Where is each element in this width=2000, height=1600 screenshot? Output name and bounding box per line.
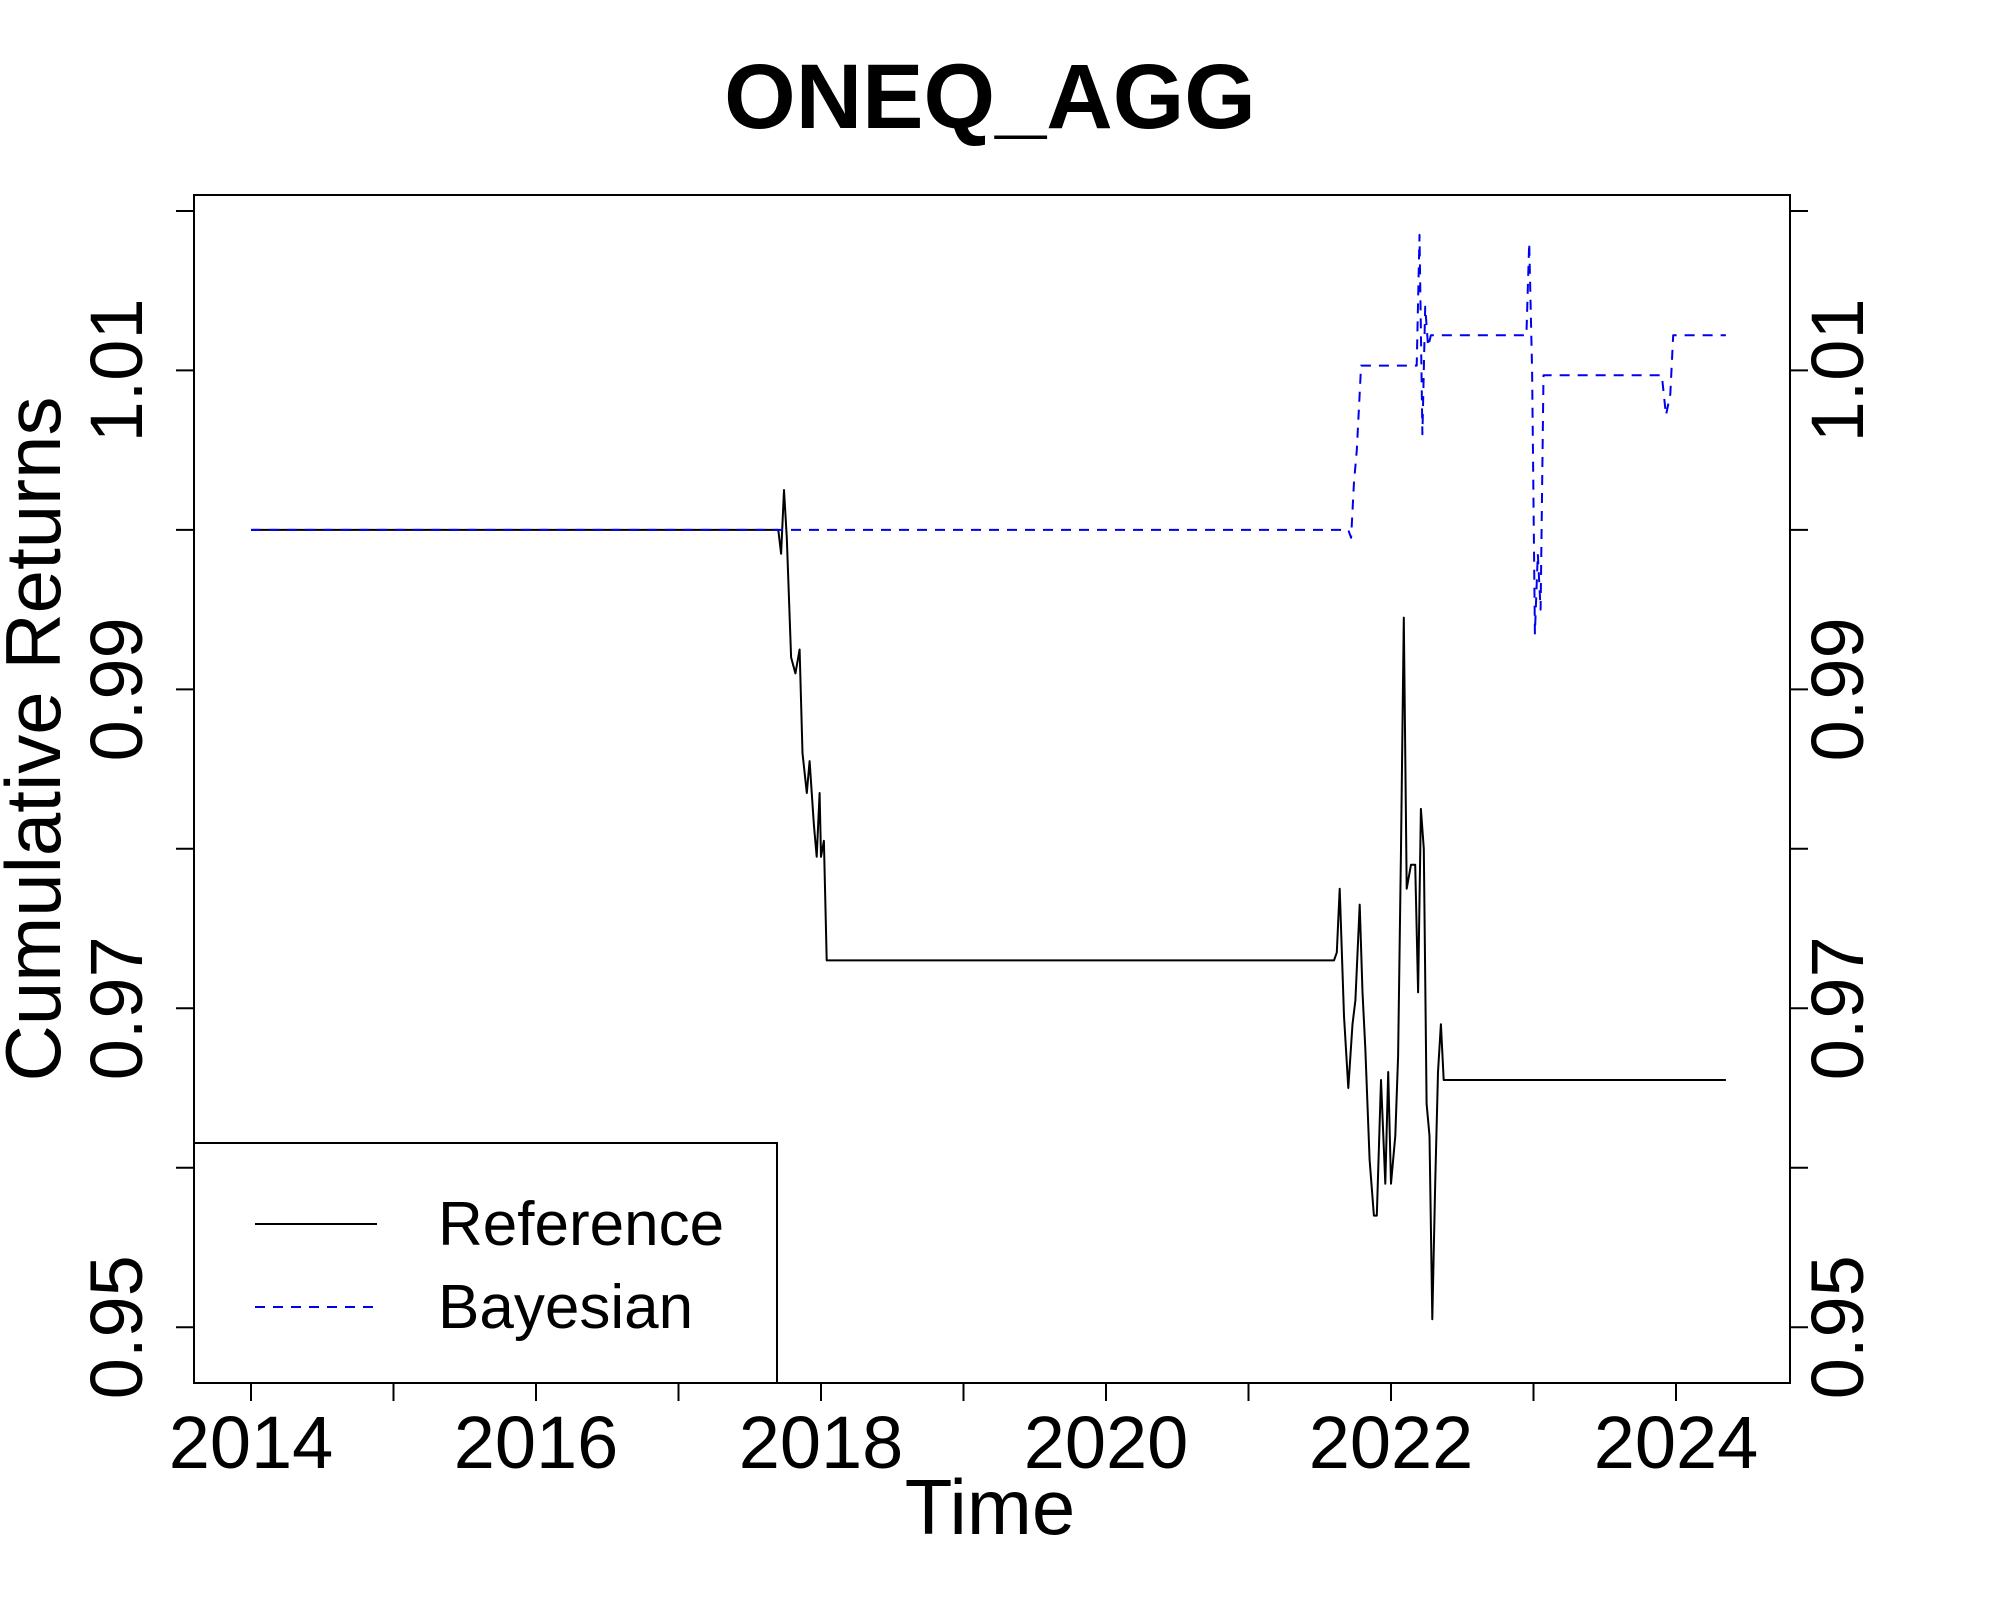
x-tick-label: 2020 (1024, 1401, 1189, 1484)
y-axis-left: 0.95 0.97 0.99 1.01 (75, 209, 194, 1399)
x-tick-label: 2024 (1594, 1401, 1759, 1484)
y-tick-label-right: 0.95 (1796, 1255, 1879, 1399)
x-tick-label: 2022 (1309, 1401, 1474, 1484)
y-tick-label-right: 0.97 (1796, 936, 1879, 1080)
legend-label-reference: Reference (438, 1190, 724, 1259)
y-tick-label-left: 1.01 (75, 298, 158, 442)
x-axis: 2014 2016 2018 2020 2022 2024 (169, 1383, 1759, 1484)
y-tick-label-right: 1.01 (1796, 298, 1879, 442)
y-tick-label-left: 0.97 (75, 936, 158, 1080)
legend: Reference Bayesian (193, 1142, 778, 1384)
x-tick-label: 2016 (454, 1401, 619, 1484)
legend-label-bayesian: Bayesian (438, 1273, 693, 1342)
x-tick-label: 2018 (739, 1401, 904, 1484)
x-axis-label: Time (905, 1463, 1075, 1551)
series-line-reference (251, 489, 1726, 1321)
y-axis-label: Cumulative Returns (0, 397, 77, 1082)
x-tick-label: 2014 (169, 1401, 334, 1484)
y-tick-label-left: 0.99 (75, 617, 158, 761)
series-line-bayesian (251, 233, 1726, 635)
plot-frame (193, 194, 1791, 1384)
chart-title: ONEQ_AGG (724, 46, 1256, 148)
series-layer (251, 233, 1726, 1321)
y-axis-right: 0.95 0.97 0.99 1.01 (1790, 209, 1879, 1399)
legend-box (193, 1142, 778, 1384)
y-tick-label-left: 0.95 (75, 1255, 158, 1399)
y-tick-label-right: 0.99 (1796, 617, 1879, 761)
